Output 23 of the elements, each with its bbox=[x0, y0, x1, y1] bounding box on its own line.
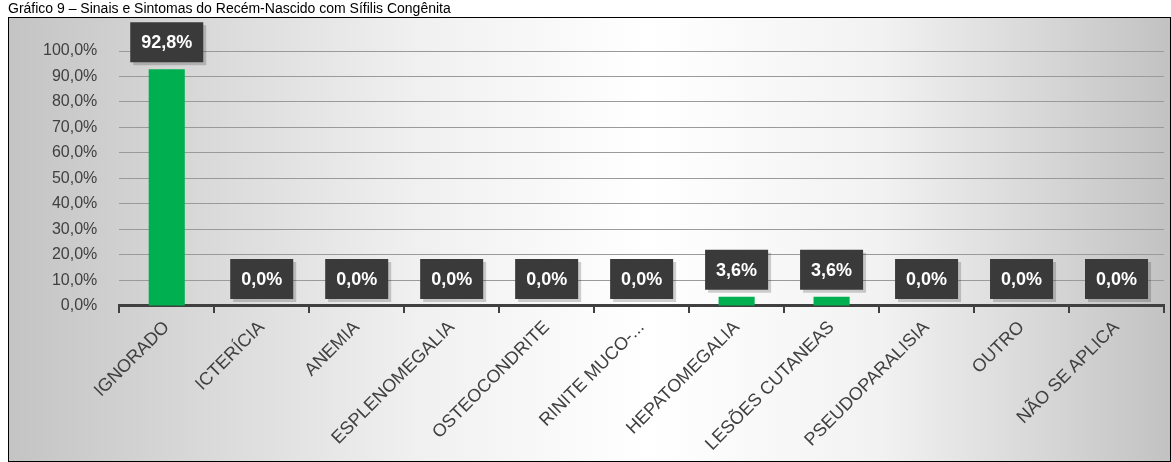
chart-title: Gráfico 9 – Sinais e Sintomas do Recém-Nascido com Sífilis Congênita bbox=[8, 0, 451, 17]
data-label: 92,8% bbox=[141, 32, 193, 53]
data-label: 0,0% bbox=[526, 268, 568, 289]
data-label: 0,0% bbox=[621, 268, 663, 289]
y-tick-label: 70,0% bbox=[51, 117, 98, 135]
data-label: 0,0% bbox=[1096, 268, 1138, 289]
y-tick-label: 10,0% bbox=[51, 270, 98, 288]
y-tick-label: 20,0% bbox=[51, 245, 98, 263]
y-tick-label: 30,0% bbox=[51, 219, 98, 237]
y-tick-label: 100,0% bbox=[43, 41, 98, 59]
y-tick-label: 0,0% bbox=[60, 296, 98, 314]
data-label: 3,6% bbox=[811, 259, 853, 280]
y-tick-label: 50,0% bbox=[51, 168, 98, 186]
data-label: 3,6% bbox=[716, 259, 758, 280]
data-label: 0,0% bbox=[336, 268, 378, 289]
y-tick-label: 90,0% bbox=[51, 66, 98, 84]
y-tick-label: 40,0% bbox=[51, 194, 98, 212]
data-label: 0,0% bbox=[906, 268, 948, 289]
data-label: 0,0% bbox=[431, 268, 473, 289]
y-tick-label: 80,0% bbox=[51, 92, 98, 110]
data-label: 0,0% bbox=[1001, 268, 1043, 289]
y-tick-label: 60,0% bbox=[51, 143, 98, 161]
data-label: 0,0% bbox=[241, 268, 283, 289]
